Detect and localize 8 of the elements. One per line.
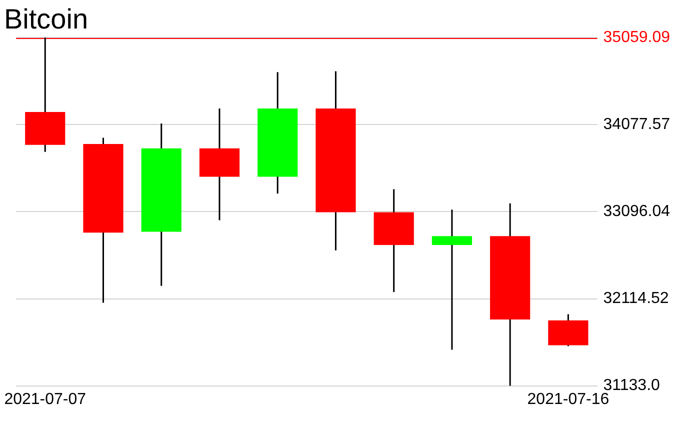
y-tick-label: 32114.52 (603, 290, 669, 308)
y-tick-label: 35059.09 (603, 29, 670, 46)
chart-title: Bitcoin (4, 4, 88, 35)
x-tick-label: 2021-07-16 (527, 390, 610, 408)
y-tick-label: 33096.04 (603, 203, 670, 220)
x-tick-label: 2021-07-07 (4, 390, 86, 408)
y-tick-label: 34077.57 (603, 116, 670, 134)
candlestick (432, 208, 472, 350)
